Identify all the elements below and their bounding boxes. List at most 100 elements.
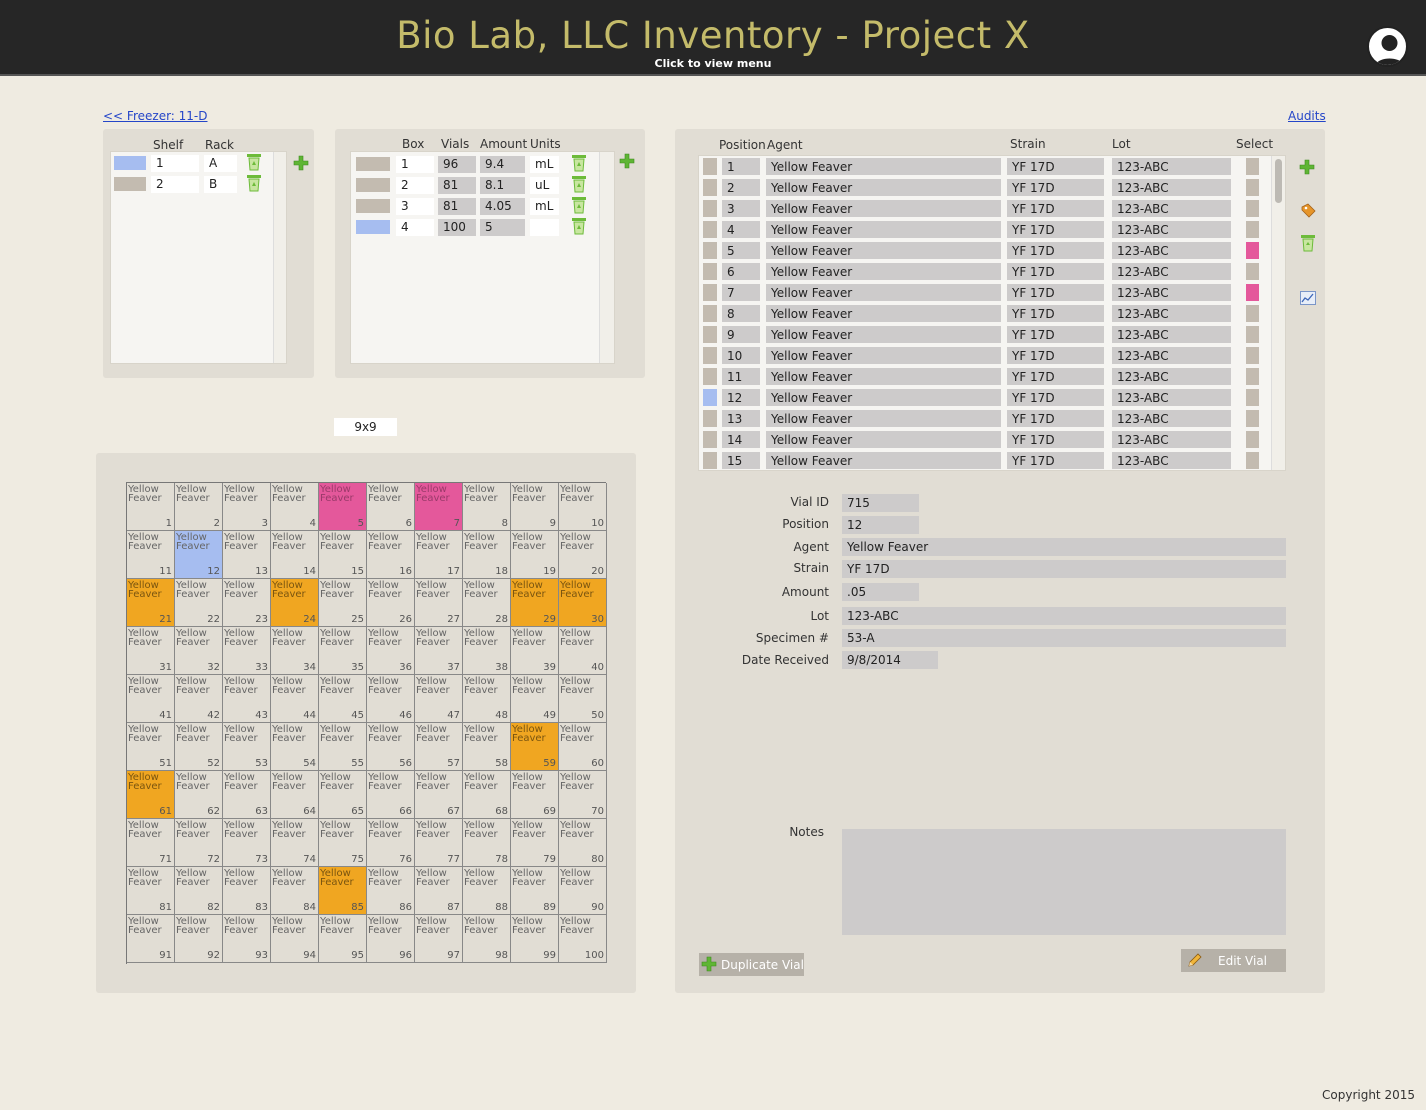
vial-lot-cell[interactable]: 123-ABC xyxy=(1112,179,1231,196)
grid-cell[interactable]: Yellow Feaver 81 xyxy=(127,867,175,915)
box-units-cell[interactable]: mL xyxy=(530,198,559,215)
box-units-cell[interactable]: mL xyxy=(530,156,559,173)
vial-row-marker[interactable] xyxy=(703,263,717,280)
vial-row-marker[interactable] xyxy=(703,242,717,259)
grid-cell[interactable]: Yellow Feaver 97 xyxy=(415,915,463,963)
grid-cell[interactable]: Yellow Feaver 18 xyxy=(463,531,511,579)
grid-cell[interactable]: Yellow Feaver 67 xyxy=(415,771,463,819)
amount-field[interactable]: .05 xyxy=(842,583,919,601)
grid-cell[interactable]: Yellow Feaver 83 xyxy=(223,867,271,915)
grid-cell[interactable]: Yellow Feaver 15 xyxy=(319,531,367,579)
grid-cell[interactable]: Yellow Feaver 14 xyxy=(271,531,319,579)
grid-cell[interactable]: Yellow Feaver 79 xyxy=(511,819,559,867)
box-amount-cell[interactable]: 4.05 xyxy=(480,198,525,215)
delete-box-icon[interactable] xyxy=(571,217,587,235)
grid-cell[interactable]: Yellow Feaver 61 xyxy=(127,771,175,819)
grid-cell[interactable]: Yellow Feaver 22 xyxy=(175,579,223,627)
vial-select-checkbox[interactable] xyxy=(1246,326,1259,343)
grid-cell[interactable]: Yellow Feaver 50 xyxy=(559,675,607,723)
vial-agent-cell[interactable]: Yellow Feaver xyxy=(766,389,1001,406)
box-amount-cell[interactable]: 9.4 xyxy=(480,156,525,173)
vial-position-cell[interactable]: 5 xyxy=(722,242,760,259)
grid-cell[interactable]: Yellow Feaver 59 xyxy=(511,723,559,771)
vial-agent-cell[interactable]: Yellow Feaver xyxy=(766,221,1001,238)
vial-agent-cell[interactable]: Yellow Feaver xyxy=(766,284,1001,301)
box-vials-cell[interactable]: 96 xyxy=(438,156,476,173)
vial-position-cell[interactable]: 1 xyxy=(722,158,760,175)
vial-lot-cell[interactable]: 123-ABC xyxy=(1112,284,1231,301)
box-list-scrollbar[interactable] xyxy=(599,152,614,363)
vial-agent-cell[interactable]: Yellow Feaver xyxy=(766,242,1001,259)
grid-cell[interactable]: Yellow Feaver 32 xyxy=(175,627,223,675)
grid-cell[interactable]: Yellow Feaver 4 xyxy=(271,483,319,531)
box-amount-cell[interactable]: 5 xyxy=(480,219,525,236)
vial-strain-cell[interactable]: YF 17D xyxy=(1007,389,1104,406)
delete-box-icon[interactable] xyxy=(571,196,587,214)
grid-cell[interactable]: Yellow Feaver 73 xyxy=(223,819,271,867)
grid-cell[interactable]: Yellow Feaver 17 xyxy=(415,531,463,579)
grid-cell[interactable]: Yellow Feaver 91 xyxy=(127,915,175,963)
grid-cell[interactable]: Yellow Feaver 5 xyxy=(319,483,367,531)
vial-agent-cell[interactable]: Yellow Feaver xyxy=(766,179,1001,196)
user-avatar-icon[interactable] xyxy=(1367,26,1408,67)
grid-cell[interactable]: Yellow Feaver 89 xyxy=(511,867,559,915)
vial-agent-cell[interactable]: Yellow Feaver xyxy=(766,431,1001,448)
grid-cell[interactable]: Yellow Feaver 85 xyxy=(319,867,367,915)
grid-cell[interactable]: Yellow Feaver 78 xyxy=(463,819,511,867)
box-vials-cell[interactable]: 81 xyxy=(438,177,476,194)
box-number-cell[interactable]: 4 xyxy=(396,219,434,236)
vial-id-field[interactable]: 715 xyxy=(842,494,919,512)
box-number-cell[interactable]: 3 xyxy=(396,198,434,215)
vial-position-cell[interactable]: 6 xyxy=(722,263,760,280)
grid-cell[interactable]: Yellow Feaver 71 xyxy=(127,819,175,867)
rack-shelf-cell[interactable]: 2 xyxy=(151,176,199,193)
grid-cell[interactable]: Yellow Feaver 12 xyxy=(175,531,223,579)
vial-agent-cell[interactable]: Yellow Feaver xyxy=(766,263,1001,280)
vial-strain-cell[interactable]: YF 17D xyxy=(1007,305,1104,322)
vial-position-cell[interactable]: 4 xyxy=(722,221,760,238)
grid-cell[interactable]: Yellow Feaver 39 xyxy=(511,627,559,675)
grid-cell[interactable]: Yellow Feaver 34 xyxy=(271,627,319,675)
vial-position-cell[interactable]: 3 xyxy=(722,200,760,217)
grid-cell[interactable]: Yellow Feaver 38 xyxy=(463,627,511,675)
grid-cell[interactable]: Yellow Feaver 62 xyxy=(175,771,223,819)
grid-cell[interactable]: Yellow Feaver 60 xyxy=(559,723,607,771)
vial-select-checkbox[interactable] xyxy=(1246,200,1259,217)
grid-cell[interactable]: Yellow Feaver 69 xyxy=(511,771,559,819)
grid-cell[interactable]: Yellow Feaver 100 xyxy=(559,915,607,963)
rack-list-scrollbar[interactable] xyxy=(273,152,286,363)
grid-cell[interactable]: Yellow Feaver 36 xyxy=(367,627,415,675)
vial-position-cell[interactable]: 14 xyxy=(722,431,760,448)
grid-size-label[interactable]: 9x9 xyxy=(334,418,397,436)
grid-cell[interactable]: Yellow Feaver 64 xyxy=(271,771,319,819)
vial-list-scrollbar[interactable] xyxy=(1271,156,1285,470)
grid-cell[interactable]: Yellow Feaver 44 xyxy=(271,675,319,723)
add-rack-icon[interactable] xyxy=(293,155,309,171)
delete-rack-icon[interactable] xyxy=(246,174,262,192)
box-vials-cell[interactable]: 100 xyxy=(438,219,476,236)
vial-select-checkbox[interactable] xyxy=(1246,263,1259,280)
rack-rack-cell[interactable]: B xyxy=(204,176,237,193)
vial-lot-cell[interactable]: 123-ABC xyxy=(1112,242,1231,259)
audits-link[interactable]: Audits xyxy=(1288,109,1326,123)
grid-cell[interactable]: Yellow Feaver 3 xyxy=(223,483,271,531)
add-box-icon[interactable] xyxy=(619,153,635,169)
grid-cell[interactable]: Yellow Feaver 13 xyxy=(223,531,271,579)
vial-strain-cell[interactable]: YF 17D xyxy=(1007,263,1104,280)
vial-position-cell[interactable]: 2 xyxy=(722,179,760,196)
grid-cell[interactable]: Yellow Feaver 98 xyxy=(463,915,511,963)
grid-cell[interactable]: Yellow Feaver 82 xyxy=(175,867,223,915)
vial-select-checkbox[interactable] xyxy=(1246,410,1259,427)
add-vial-icon[interactable] xyxy=(1299,159,1315,175)
box-units-cell[interactable]: uL xyxy=(530,177,559,194)
vial-lot-cell[interactable]: 123-ABC xyxy=(1112,347,1231,364)
vial-strain-cell[interactable]: YF 17D xyxy=(1007,452,1104,469)
vial-lot-cell[interactable]: 123-ABC xyxy=(1112,305,1231,322)
grid-cell[interactable]: Yellow Feaver 2 xyxy=(175,483,223,531)
grid-cell[interactable]: Yellow Feaver 26 xyxy=(367,579,415,627)
grid-cell[interactable]: Yellow Feaver 21 xyxy=(127,579,175,627)
grid-cell[interactable]: Yellow Feaver 84 xyxy=(271,867,319,915)
grid-cell[interactable]: Yellow Feaver 55 xyxy=(319,723,367,771)
vial-strain-cell[interactable]: YF 17D xyxy=(1007,410,1104,427)
grid-cell[interactable]: Yellow Feaver 19 xyxy=(511,531,559,579)
